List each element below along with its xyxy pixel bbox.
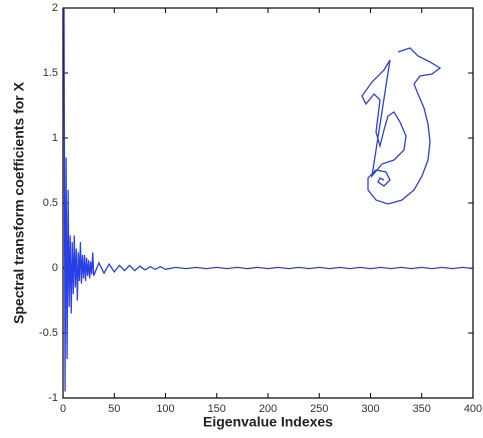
- x-tick-label: 100: [156, 403, 174, 415]
- x-tick-label: 50: [108, 403, 120, 415]
- x-tick-label: 350: [413, 403, 431, 415]
- y-tick-label: -0.5: [39, 327, 58, 339]
- y-tick-label: -1: [48, 392, 58, 404]
- x-tick-label: 300: [361, 403, 379, 415]
- x-tick-label: 250: [310, 403, 328, 415]
- y-tick-label: 2: [52, 2, 58, 14]
- x-tick-label: 200: [259, 403, 277, 415]
- x-axis-label: Eigenvalue Indexes: [203, 414, 333, 430]
- y-tick-label: 0.5: [43, 197, 58, 209]
- x-tick-label: 400: [464, 403, 482, 415]
- seahorse-inset: [361, 47, 442, 205]
- data-line: [63, 7, 474, 392]
- x-tick-label: 0: [60, 403, 66, 415]
- y-axis-label: Spectral transform coefficients for X: [11, 81, 27, 324]
- plot-frame: [62, 7, 474, 399]
- x-tick-label: 150: [208, 403, 226, 415]
- y-tick-label: 1: [52, 132, 58, 144]
- y-tick-label: 1.5: [43, 67, 58, 79]
- y-tick-label: 0: [52, 262, 58, 274]
